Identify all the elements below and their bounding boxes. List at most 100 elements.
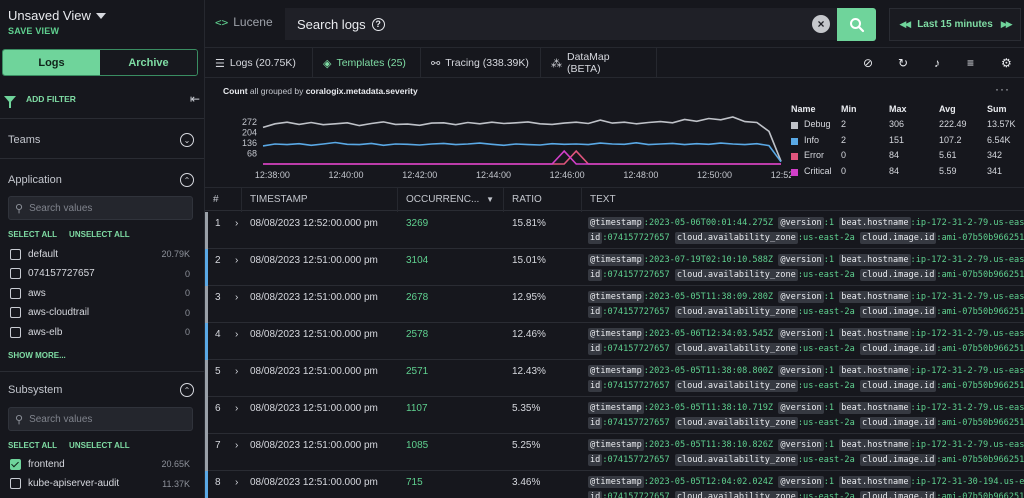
- col-timestamp[interactable]: TIMESTAMP: [242, 188, 398, 212]
- time-range-picker[interactable]: ◀◀ Last 15 minutes ▶▶: [889, 8, 1021, 41]
- save-view-button[interactable]: SAVE VIEW: [8, 26, 60, 36]
- legend-row[interactable]: Error 0 84 5.61 342: [791, 150, 1021, 164]
- refresh-icon[interactable]: ↻: [898, 56, 909, 70]
- expand-chevron-icon[interactable]: ›: [235, 403, 239, 414]
- archive-mode-button[interactable]: Archive: [100, 50, 197, 75]
- unselect-all-button[interactable]: UNSELECT ALL: [69, 441, 130, 450]
- checkbox[interactable]: [10, 248, 21, 260]
- col-ratio[interactable]: RATIO: [504, 188, 582, 212]
- key-chip: @version: [778, 402, 824, 414]
- image-value: ami-07b50b966251fc: [941, 381, 1024, 391]
- legend-row[interactable]: Info 2 151 107.2 6.54K: [791, 135, 1021, 149]
- row-text[interactable]: @timestamp:2023-05-05T11:38:08.800Z @ver…: [588, 364, 1024, 394]
- legend-row[interactable]: Critical 0 84 5.59 341: [791, 166, 1021, 180]
- rewind-icon[interactable]: ◀◀: [899, 19, 911, 29]
- clear-icon[interactable]: ×: [812, 15, 830, 33]
- legend-min: 0: [841, 165, 847, 176]
- view-tabs: ☰ Logs (20.75K) ◈ Templates (25) ⚯ Traci…: [205, 48, 1024, 78]
- tab-templates[interactable]: ◈ Templates (25): [313, 48, 421, 78]
- expand-chevron-icon[interactable]: ›: [235, 292, 239, 303]
- subsystem-option[interactable]: kube-apiserver-audit 11.37K: [10, 477, 190, 491]
- series-line-critical[interactable]: [263, 149, 781, 165]
- table-row[interactable]: 6 › 08/08/2023 12:51:00.000 pm 1107 5.35% @ti…: [205, 397, 1024, 434]
- row-text[interactable]: @timestamp:2023-05-05T11:38:09.280Z @ver…: [588, 290, 1024, 320]
- query-input[interactable]: Search logs ? ×: [285, 8, 838, 40]
- application-option[interactable]: aws-elb 0: [10, 325, 190, 339]
- collapse-left-icon[interactable]: ⇤: [189, 92, 200, 106]
- application-option[interactable]: 074157727657 0: [10, 267, 190, 281]
- hide-icon[interactable]: ⊘: [863, 56, 874, 70]
- value: :ip-172-31-2-79.us-east: [911, 440, 1024, 450]
- series-line-info[interactable]: [262, 141, 782, 163]
- ts-value: 2023-07-19T02:10:10.588Z: [648, 255, 774, 265]
- col-text[interactable]: TEXT: [590, 194, 616, 205]
- application-section-header[interactable]: Application ⌃: [8, 173, 194, 187]
- logs-mode-button[interactable]: Logs: [3, 50, 100, 75]
- lucene-toggle[interactable]: <> Lucene: [215, 15, 273, 29]
- forward-icon[interactable]: ▶▶: [1000, 19, 1013, 29]
- checkbox[interactable]: [10, 268, 21, 279]
- table-row[interactable]: 5 › 08/08/2023 12:51:00.000 pm 2571 12.43% @t…: [205, 360, 1024, 397]
- legend-row[interactable]: Debug 2 306 222.49 13.57K: [791, 119, 1021, 133]
- add-filter-button[interactable]: ADD FILTER: [26, 94, 76, 104]
- lucene-label: Lucene: [233, 15, 273, 29]
- series-line-debug[interactable]: [262, 116, 782, 162]
- subsystem-search-input[interactable]: [29, 413, 180, 425]
- table-row[interactable]: 7 › 08/08/2023 12:51:00.000 pm 1085 5.25% @ti…: [205, 434, 1024, 471]
- version-value: 1: [828, 403, 835, 413]
- view-selector[interactable]: Unsaved View: [8, 8, 106, 23]
- expand-chevron-icon[interactable]: ›: [235, 255, 239, 266]
- sort-lines-icon[interactable]: ≡: [967, 56, 975, 70]
- option-label: kube-apiserver-audit: [28, 478, 120, 489]
- table-row[interactable]: 3 › 08/08/2023 12:51:00.000 pm 2678 12.95% @t…: [205, 286, 1024, 323]
- expand-chevron-icon[interactable]: ›: [235, 329, 239, 340]
- table-row[interactable]: 1 › 08/08/2023 12:52:00.000 pm 3269 15.81% @t…: [205, 212, 1024, 249]
- table-row[interactable]: 2 › 08/08/2023 12:51:00.000 pm 3104 15.01% @t…: [205, 249, 1024, 286]
- teams-section-header[interactable]: Teams ⌄: [8, 133, 194, 147]
- table-row[interactable]: 8 › 08/08/2023 12:51:00.000 pm 715 3.46% @tim…: [205, 471, 1024, 498]
- show-more-button[interactable]: SHOW MORE...: [8, 351, 66, 360]
- row-text[interactable]: @timestamp:2023-05-05T11:38:10.719Z @ver…: [588, 401, 1024, 431]
- tab-datamap[interactable]: ⁂ DataMap (BETA): [541, 48, 657, 78]
- chevron-up-icon[interactable]: ⌃: [180, 173, 194, 187]
- tab-logs[interactable]: ☰ Logs (20.75K): [205, 48, 313, 78]
- help-icon[interactable]: ?: [371, 17, 385, 31]
- row-text[interactable]: @timestamp:2023-05-05T11:38:10.826Z @ver…: [588, 438, 1024, 468]
- series-line-error[interactable]: [263, 149, 781, 165]
- application-search-input[interactable]: [29, 202, 180, 214]
- row-timestamp: 08/08/2023 12:51:00.000 pm: [250, 366, 378, 377]
- expand-chevron-icon[interactable]: ›: [235, 366, 239, 377]
- expand-chevron-icon[interactable]: ›: [235, 477, 239, 488]
- subsystem-section-header[interactable]: Subsystem ⌃: [8, 383, 194, 397]
- checkbox[interactable]: [10, 307, 21, 318]
- checkbox[interactable]: [10, 287, 21, 299]
- key-chip: @timestamp: [588, 476, 644, 488]
- select-all-button[interactable]: SELECT ALL: [8, 441, 58, 450]
- application-option[interactable]: aws 0: [10, 286, 190, 300]
- application-option[interactable]: aws-cloudtrail 0: [10, 306, 190, 320]
- row-text[interactable]: @timestamp:2023-05-06T00:01:44.275Z @ver…: [588, 216, 1024, 246]
- more-icon[interactable]: ···: [995, 82, 1010, 96]
- settings-icon[interactable]: ⚙: [1001, 56, 1012, 70]
- checkbox[interactable]: [10, 458, 21, 470]
- expand-chevron-icon[interactable]: ›: [235, 218, 239, 229]
- expand-chevron-icon[interactable]: ›: [235, 440, 239, 451]
- tab-tracing[interactable]: ⚯ Tracing (338.39K): [421, 48, 541, 78]
- row-text[interactable]: @timestamp:2023-07-19T02:10:10.588Z @ver…: [588, 253, 1024, 283]
- chevron-down-icon[interactable]: ⌄: [180, 133, 194, 147]
- application-option[interactable]: default 20.79K: [10, 247, 190, 261]
- chevron-up-icon[interactable]: ⌃: [180, 383, 194, 397]
- col-occurrences[interactable]: OCCURRENC... ▼: [398, 188, 504, 212]
- x-tick-label: 12:44:00: [476, 170, 511, 180]
- checkbox[interactable]: [10, 326, 21, 338]
- subsystem-option[interactable]: frontend 20.65K: [10, 457, 190, 471]
- bell-icon[interactable]: ♪: [934, 56, 940, 70]
- unselect-all-button[interactable]: UNSELECT ALL: [69, 230, 130, 239]
- checkbox[interactable]: [10, 478, 21, 489]
- select-all-button[interactable]: SELECT ALL: [8, 230, 58, 239]
- table-row[interactable]: 4 › 08/08/2023 12:51:00.000 pm 2578 12.46% @t…: [205, 323, 1024, 360]
- search-button[interactable]: [837, 8, 876, 41]
- row-text[interactable]: @timestamp:2023-05-05T12:04:02.024Z @ver…: [588, 475, 1024, 498]
- row-text[interactable]: @timestamp:2023-05-06T12:34:03.545Z @ver…: [588, 327, 1024, 357]
